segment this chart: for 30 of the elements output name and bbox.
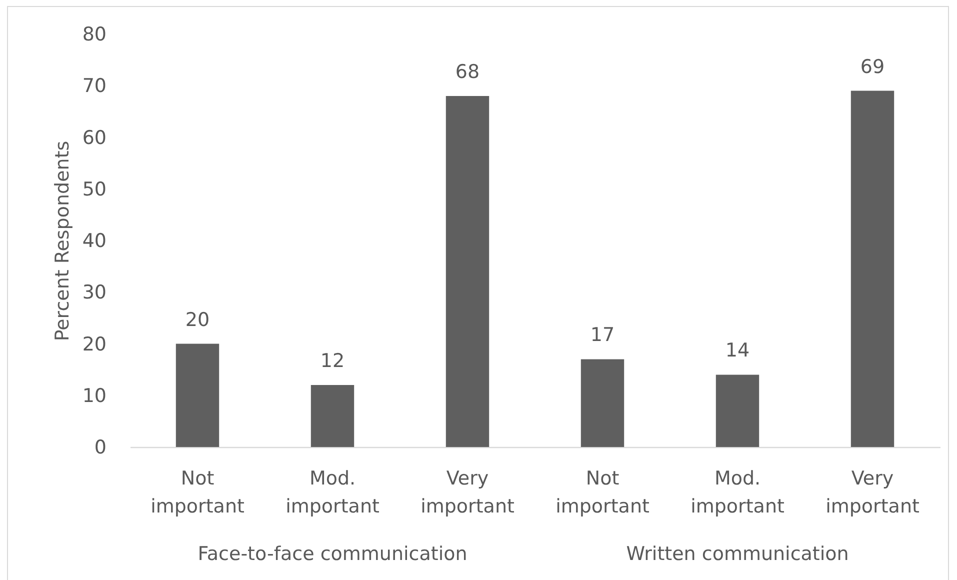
y-tick-label: 40 (82, 230, 106, 252)
data-label: 20 (185, 308, 210, 331)
x-tick-label: Mod. important (690, 468, 784, 518)
y-tick-label: 60 (82, 126, 106, 149)
y-tick-label: 0 (94, 436, 106, 458)
x-tick-label: Very important (420, 468, 514, 518)
x-tick-label: Mod. important (286, 468, 380, 518)
bar (446, 96, 490, 447)
x-tick-label: Not important (150, 468, 244, 518)
x-tick-label: Not important (556, 468, 650, 518)
data-label: 17 (590, 324, 615, 346)
y-tick-label: 80 (82, 24, 106, 46)
bar (580, 359, 624, 447)
bar (850, 90, 894, 447)
text: Written communication (626, 543, 849, 565)
y-tick-label: 10 (82, 384, 106, 407)
x-tick-label: Very important (826, 468, 920, 518)
data-label: 69 (860, 56, 885, 78)
bar (310, 385, 354, 447)
y-tick-label: 70 (82, 75, 106, 98)
y-axis-title: Percent Respondents (51, 140, 74, 342)
data-label: 14 (725, 340, 750, 362)
data-label: 68 (455, 60, 480, 83)
bar (176, 344, 220, 447)
data-label: 12 (320, 350, 345, 372)
y-tick-label: 50 (82, 178, 106, 200)
text: Face-to-face communication (198, 543, 468, 565)
bar (716, 374, 760, 447)
y-tick-label: 20 (82, 333, 106, 356)
y-tick-label: 30 (82, 282, 106, 304)
